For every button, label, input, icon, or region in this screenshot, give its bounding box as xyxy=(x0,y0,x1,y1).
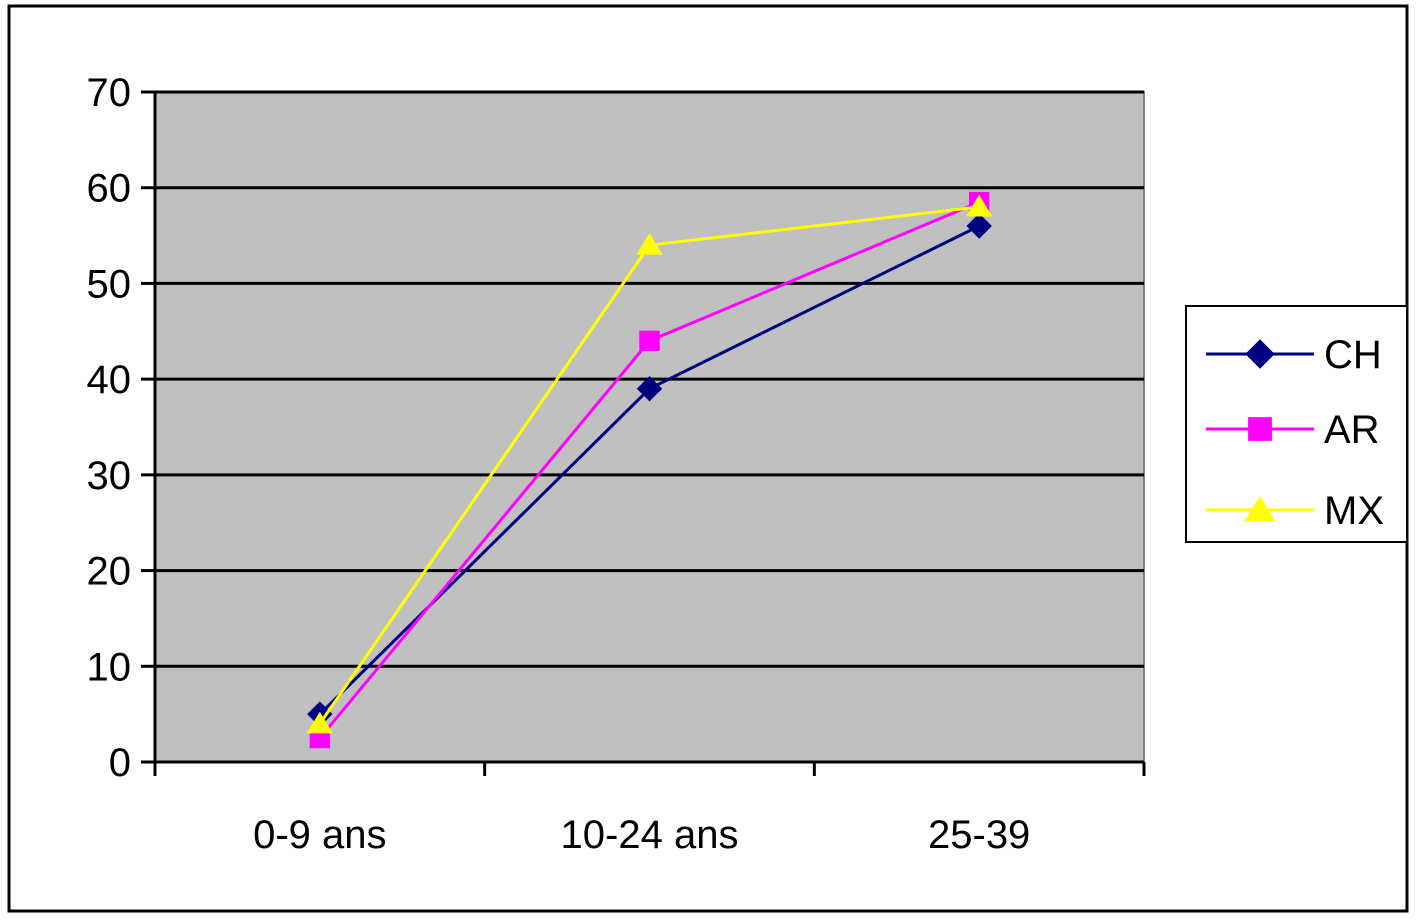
legend-item-mx: MX xyxy=(1206,489,1384,533)
data-point xyxy=(636,233,663,255)
legend-label: AR xyxy=(1324,408,1380,452)
data-point xyxy=(639,330,660,352)
plot-area xyxy=(154,91,1145,763)
series-layer xyxy=(306,191,993,749)
legend-label: MX xyxy=(1324,489,1384,533)
y-tick-label: 40 xyxy=(87,358,132,402)
y-tick-label: 70 xyxy=(87,71,132,115)
legend-marker xyxy=(1245,339,1275,369)
y-tick-label: 10 xyxy=(87,645,132,689)
x-tick-label: 25-39 xyxy=(928,813,1030,857)
axes: 0 10 20 30 40 50 60 70 0-9 ans 10-24 ans 25-39 xyxy=(87,71,1146,857)
legend-label: CH xyxy=(1324,333,1382,377)
y-tick-label: 0 xyxy=(109,741,131,785)
legend-marker xyxy=(1244,496,1276,522)
y-tick-label: 50 xyxy=(87,262,132,306)
x-tick-label: 0-9 ans xyxy=(253,813,386,857)
series-mx xyxy=(306,194,993,734)
data-point xyxy=(965,194,993,217)
data-point xyxy=(306,711,334,734)
legend-marker xyxy=(1248,417,1272,441)
y-tick-label: 20 xyxy=(87,550,132,594)
legend-box xyxy=(1185,305,1408,543)
legend: CH AR MX xyxy=(1185,305,1408,543)
data-point xyxy=(636,376,663,402)
legend-item-ar: AR xyxy=(1206,408,1380,452)
data-point xyxy=(966,213,992,239)
y-tick-label: 60 xyxy=(87,167,132,211)
y-tick-label: 30 xyxy=(87,454,132,498)
series-ar xyxy=(309,191,990,749)
legend-item-ch: CH xyxy=(1206,333,1382,377)
gridlines xyxy=(155,90,1144,668)
x-tick-label: 10-24 ans xyxy=(561,813,739,857)
